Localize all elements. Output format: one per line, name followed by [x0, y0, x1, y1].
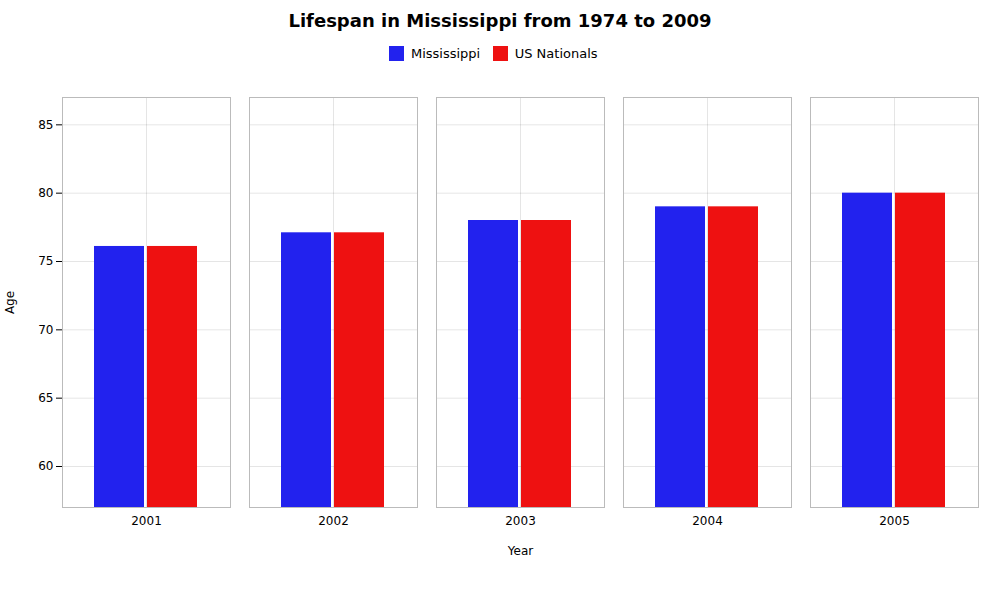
svg-text:85: 85 [38, 117, 53, 131]
svg-text:75: 75 [38, 254, 53, 268]
svg-text:2004: 2004 [692, 514, 723, 528]
html-text:US Nationals: US Nationals [514, 46, 598, 61]
svg-text:70: 70 [38, 322, 53, 336]
svg-text:60: 60 [38, 459, 53, 473]
svg-text:80: 80 [38, 186, 53, 200]
html-text:Mississippi: Mississippi [410, 46, 481, 61]
svg-text:65: 65 [38, 391, 53, 405]
html-text:Lifespan in Mississippi from 1: Lifespan in Mississippi from 1974 to 200… [288, 10, 712, 31]
svg-text:Age: Age [3, 290, 17, 313]
svg-text:2005: 2005 [879, 514, 910, 528]
svg-text:2002: 2002 [318, 514, 349, 528]
svg-text:Year: Year [507, 543, 533, 557]
svg-text:2001: 2001 [131, 514, 162, 528]
svg-text:2003: 2003 [505, 514, 536, 528]
